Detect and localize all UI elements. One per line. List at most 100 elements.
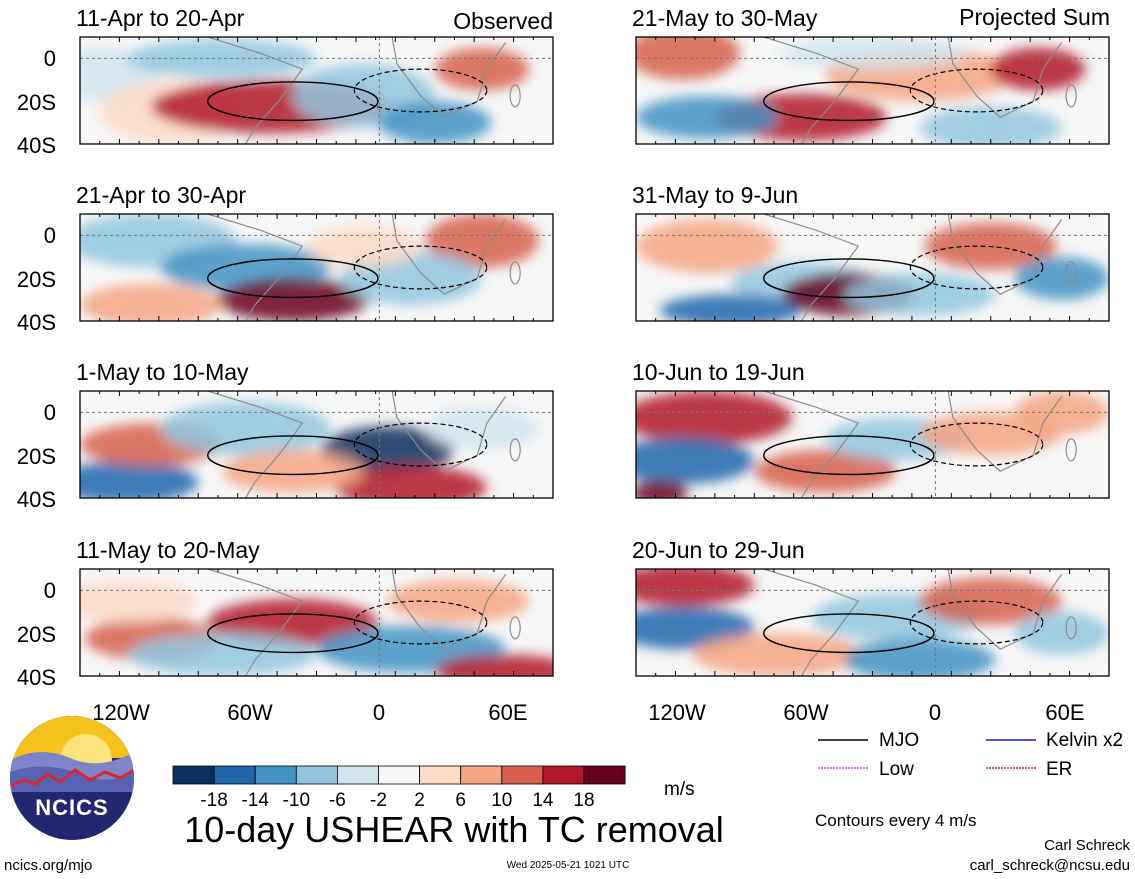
contour-positive (207, 613, 379, 654)
contour-negative (909, 245, 1044, 290)
coastline-madagascar (509, 261, 521, 285)
map-panel-right-4: 20-Jun to 29-Jun (632, 537, 1110, 677)
coastline-madagascar (1065, 438, 1077, 462)
lat-label: 0 (44, 46, 56, 71)
panel-title: 20-Jun to 29-Jun (632, 537, 805, 563)
panel-title: 11-Apr to 20-Apr (76, 5, 245, 31)
contour-note: Contours every 4 m/s (815, 811, 977, 830)
colorbar-swatch (336, 765, 379, 785)
panel-title: 10-Jun to 19-Jun (632, 359, 805, 385)
colorbar-tick-label: -2 (370, 790, 387, 811)
coastline-africa (947, 569, 1063, 650)
coastline-madagascar (509, 438, 521, 462)
map-panel-left-4: 11-May to 20-May 0 20S 40S (17, 537, 554, 690)
colorbar-tick-label: 6 (455, 790, 466, 811)
coastline-africa (947, 391, 1063, 472)
legend-label-kelvin: Kelvin x2 (1046, 730, 1123, 751)
contour-positive (763, 435, 935, 476)
map-panel-left-3: 1-May to 10-May 0 20S 40S (17, 359, 554, 512)
shading (636, 214, 1109, 321)
contour-positive (207, 258, 379, 299)
lat-label: 40S (17, 310, 56, 335)
contour-positive (763, 613, 935, 654)
coastline-africa (391, 391, 507, 472)
coastline-south-america (763, 391, 860, 498)
colorbar-swatch (378, 765, 420, 785)
coastline-south-america (207, 214, 304, 321)
shading (636, 37, 1109, 144)
coastline-south-america (763, 37, 860, 144)
panel-title: 11-May to 20-May (76, 537, 260, 563)
coastline-south-america (207, 391, 304, 498)
contour-negative (909, 600, 1044, 645)
shading (80, 569, 553, 676)
contour-negative (353, 422, 488, 467)
main-title: 10-day USHEAR with TC removal (184, 809, 724, 850)
lat-label: 0 (44, 578, 56, 603)
lat-label: 40S (17, 133, 56, 158)
lon-label-0-right: 0 (929, 700, 941, 725)
shading (636, 569, 1109, 676)
contour-positive (207, 435, 379, 476)
lat-label: 20S (17, 622, 56, 647)
colorbar-swatch (213, 765, 256, 785)
coastline-south-america (763, 569, 860, 676)
panel-title: 1-May to 10-May (76, 359, 249, 385)
colorbar-tick-label: -10 (283, 790, 310, 811)
lon-label-120w: 120W (92, 700, 150, 725)
coastline-madagascar (1065, 84, 1077, 108)
legend-label-mjo: MJO (879, 730, 919, 751)
lat-label: 0 (44, 223, 56, 248)
lat-label: 20S (17, 444, 56, 469)
lon-label-60e-right: 60E (1045, 700, 1084, 725)
shading (80, 37, 553, 144)
shading (80, 214, 553, 321)
lon-label-0: 0 (373, 700, 385, 725)
contour-negative (909, 68, 1044, 113)
coastline-south-america (207, 569, 304, 676)
footer-author: Carl Schreck (1044, 837, 1130, 854)
footer-timestamp: Wed 2025-05-21 1021 UTC (507, 860, 630, 871)
colorbar-tick-label: 10 (491, 790, 512, 811)
colorbar-tick-label: 2 (414, 790, 425, 811)
lon-axis-left: 120W 60W 0 60E (92, 700, 527, 725)
map-panel-left-1: 11-Apr to 20-Apr 0 20S 40S (17, 5, 554, 158)
lon-label-120w-right: 120W (648, 700, 706, 725)
map-panel-right-3: 10-Jun to 19-Jun (632, 359, 1110, 499)
colorbar-tick-label: 18 (573, 790, 594, 811)
map-panel-right-1: 21-May to 30-May (632, 5, 1110, 145)
colorbar-swatch (419, 765, 462, 785)
coastline-africa (947, 214, 1063, 295)
legend: MJO Kelvin x2 Low ER Contours every 4 m/… (815, 730, 1123, 830)
projected-label: Projected Sum (959, 4, 1110, 30)
colorbar-swatch (501, 765, 544, 785)
lat-label: 40S (17, 665, 56, 690)
colorbar-tick-label: -14 (241, 790, 269, 811)
lon-label-60w-right: 60W (783, 700, 828, 725)
contour-positive (763, 258, 935, 299)
panel-title: 21-May to 30-May (632, 5, 818, 31)
legend-label-er: ER (1046, 759, 1072, 780)
shading (80, 391, 553, 498)
lat-label: 0 (44, 400, 56, 425)
lon-label-60w: 60W (227, 700, 272, 725)
colorbar-units: m/s (664, 779, 695, 800)
coastline-africa (947, 37, 1063, 118)
colorbar-swatch (172, 765, 215, 785)
legend-label-low: Low (879, 759, 914, 780)
lat-label: 20S (17, 267, 56, 292)
colorbar: -18 -14 -10 -6 -2 2 6 10 14 18 (172, 765, 626, 811)
coastline-madagascar (1065, 261, 1077, 285)
coastline-south-america (763, 214, 860, 321)
contour-negative (353, 245, 488, 290)
colorbar-tick-label: 14 (532, 790, 554, 811)
colorbar-tick-label: -6 (329, 790, 346, 811)
lon-label-60e: 60E (488, 700, 527, 725)
colorbar-swatch (295, 765, 338, 785)
colorbar-swatch (542, 765, 585, 785)
contour-negative (909, 422, 1044, 467)
footer-url: ncics.org/mjo (4, 857, 92, 874)
map-panel-right-2: 31-May to 9-Jun (632, 182, 1110, 322)
coastline-south-america (207, 37, 304, 144)
